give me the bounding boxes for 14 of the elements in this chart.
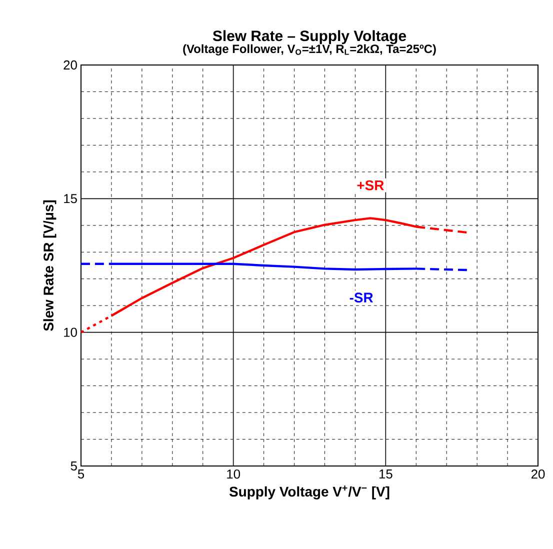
chart-subtitle: (Voltage Follower, V$_{O}$=±1V, R$_{L}$=2kΩ, Ta=25ºC) [183,44,436,56]
y-tick-label: 15 [64,194,77,204]
annotation: +SR [357,180,384,190]
x-tick-label: 5 [78,470,84,479]
chart-title: Slew Rate – Supply Voltage [212,30,406,44]
y-axis-title: Slew Rate SR [V/μs] [43,200,56,331]
y-tick-label: 20 [64,60,77,70]
annotation: -SR [350,292,374,303]
x-tick-label: 20 [531,470,545,479]
x-tick-label: 10 [227,470,240,479]
x-axis-title: Supply Voltage V$^{+}$/V$^{−}$ [V] [229,486,390,500]
y-tick-label: 10 [64,328,77,337]
y-tick-label: 5 [70,461,77,471]
x-tick-label: 15 [379,470,392,479]
